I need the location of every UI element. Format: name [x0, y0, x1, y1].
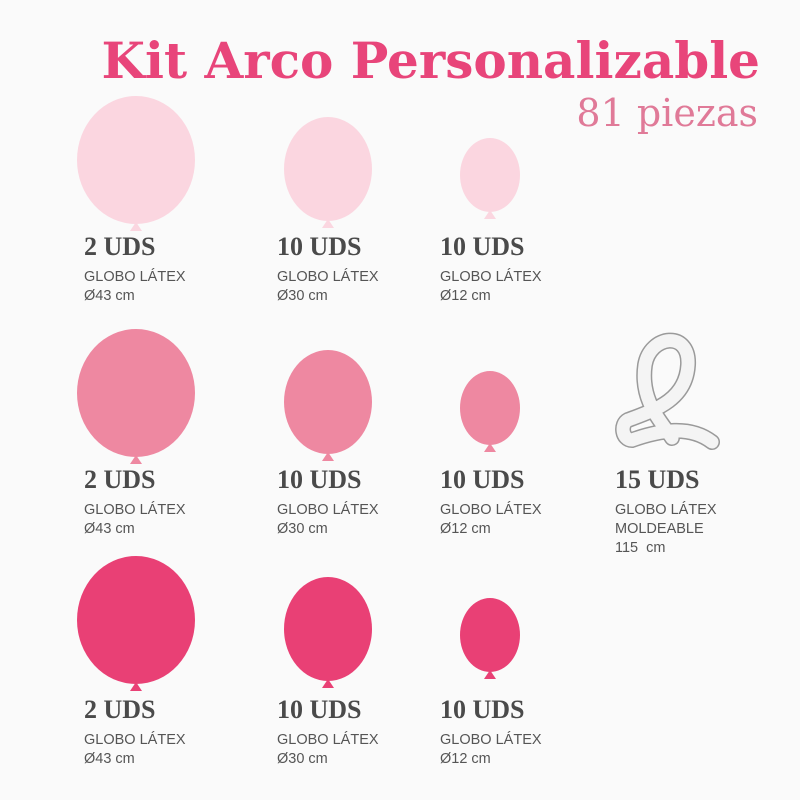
size: Ø30 cm — [277, 521, 328, 537]
balloon-knot — [130, 455, 142, 464]
quantity: 10 UDS — [277, 695, 362, 724]
balloon — [460, 138, 520, 212]
balloon-knot — [484, 210, 496, 219]
subtitle: 81 piezas — [576, 91, 758, 135]
size: Ø43 cm — [84, 521, 135, 537]
size: Ø30 cm — [277, 288, 328, 304]
quantity: 15 UDS — [615, 465, 700, 494]
size: 115 cm — [615, 540, 666, 556]
type: GLOBO LÁTEX — [84, 268, 186, 285]
balloon — [460, 371, 520, 445]
balloon — [284, 577, 372, 681]
type: GLOBO LÁTEX — [615, 501, 717, 518]
balloon — [77, 329, 195, 457]
balloon — [460, 598, 520, 672]
quantity: 2 UDS — [84, 232, 156, 261]
balloon-knot — [322, 452, 334, 461]
size: Ø12 cm — [440, 288, 491, 304]
modeling-balloon — [615, 332, 720, 450]
quantity: 10 UDS — [440, 232, 525, 261]
balloon-knot — [484, 670, 496, 679]
quantity: 10 UDS — [277, 232, 362, 261]
size: Ø43 cm — [84, 288, 135, 304]
type: GLOBO LÁTEX — [440, 268, 542, 285]
quantity: 10 UDS — [440, 465, 525, 494]
balloon — [284, 350, 372, 454]
type: GLOBO LÁTEX — [277, 268, 379, 285]
balloon — [77, 556, 195, 684]
balloon-body — [616, 334, 719, 449]
size: Ø43 cm — [84, 751, 135, 767]
quantity: 2 UDS — [84, 695, 156, 724]
balloon-knot — [484, 443, 496, 452]
size: Ø30 cm — [277, 751, 328, 767]
size: Ø12 cm — [440, 521, 491, 537]
size: Ø12 cm — [440, 751, 491, 767]
balloon — [77, 96, 195, 224]
quantity: 2 UDS — [84, 465, 156, 494]
type: GLOBO LÁTEX — [440, 731, 542, 748]
balloon-knot — [130, 222, 142, 231]
type: GLOBO LÁTEX — [84, 731, 186, 748]
type: GLOBO LÁTEX — [84, 501, 186, 518]
type: GLOBO LÁTEX — [277, 501, 379, 518]
balloon-knot — [130, 682, 142, 691]
balloon-knot — [322, 219, 334, 228]
title: Kit Arco Personalizable — [102, 31, 761, 90]
subtype: MOLDEABLE — [615, 521, 704, 537]
quantity: 10 UDS — [277, 465, 362, 494]
type: GLOBO LÁTEX — [440, 501, 542, 518]
quantity: 10 UDS — [440, 695, 525, 724]
balloon-knot — [322, 679, 334, 688]
type: GLOBO LÁTEX — [277, 731, 379, 748]
balloon — [284, 117, 372, 221]
